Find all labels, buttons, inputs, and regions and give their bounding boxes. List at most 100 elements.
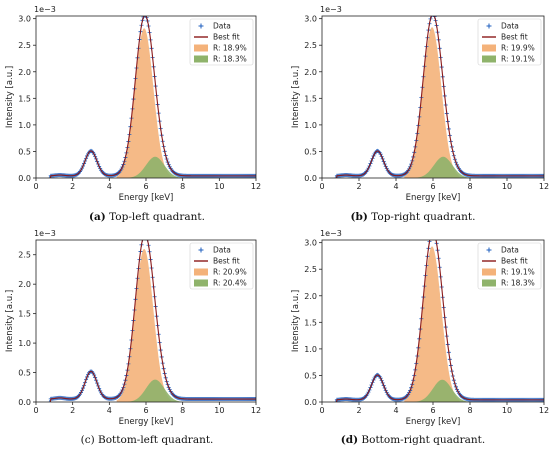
- plot-area: [333, 230, 544, 402]
- legend: Data Best fit R: 18.9% R: 18.3%: [189, 18, 254, 66]
- x-tick-label: 12: [539, 182, 549, 191]
- y-tick-label: 0.5: [18, 147, 31, 156]
- legend-marker-area: [194, 44, 208, 52]
- peak-area-1: [404, 27, 460, 178]
- y-axis-label: Intensity [a.u.]: [5, 290, 15, 352]
- x-tick-label: 10: [502, 406, 512, 415]
- x-axis-label: Energy [keV]: [406, 417, 461, 427]
- data-point: [333, 176, 338, 178]
- legend-label: Data: [213, 246, 231, 255]
- y-tick-label: 0.0: [304, 174, 317, 183]
- plot-area: [333, 16, 544, 178]
- y-tick-label: 2.5: [304, 41, 317, 50]
- y-axis-label: Intensity [a.u.]: [291, 290, 301, 352]
- peak-area-2: [414, 379, 470, 402]
- legend-marker-area: [482, 55, 496, 63]
- y-tick-label: 2.0: [18, 68, 31, 77]
- legend-marker-area: [194, 55, 208, 63]
- legend-label: R: 20.4%: [213, 279, 247, 288]
- y-tick-label: 0.5: [18, 369, 31, 378]
- best-fit-line: [335, 240, 544, 402]
- data-point: [333, 400, 338, 402]
- legend: Data Best fit R: 19.1% R: 18.3%: [477, 242, 542, 290]
- legend-marker-area: [194, 268, 208, 276]
- legend-box: [477, 242, 542, 290]
- y-tick-label: 0.5: [304, 371, 317, 380]
- x-tick-label: 12: [251, 182, 261, 191]
- y-tick-label: 1.0: [304, 345, 317, 354]
- x-tick-label: 10: [214, 406, 224, 415]
- y-tick-label: 2.5: [18, 251, 31, 260]
- peak-area-2: [415, 156, 471, 178]
- x-tick-label: 0: [319, 406, 324, 415]
- data-point: [145, 235, 149, 239]
- x-tick-label: 6: [143, 406, 148, 415]
- legend-label: Data: [213, 22, 231, 31]
- peak-area-1: [404, 246, 460, 402]
- x-tick-label: 12: [251, 406, 261, 415]
- y-tick-label: 1.5: [18, 94, 31, 103]
- x-tick-label: 2: [70, 406, 75, 415]
- panel-b: 0 2 4 6 8 10 12 0.0 0.5 1.0 1.5 2.0 2.5 3.01e−3 Energy…: [291, 5, 549, 203]
- x-axis-label: Energy [keV]: [119, 193, 174, 203]
- x-tick-label: 6: [430, 406, 435, 415]
- data-point: [434, 236, 438, 240]
- legend-label: Best fit: [501, 257, 528, 266]
- y-tick-label: 1.0: [304, 121, 317, 130]
- caption-c: (c) Bottom-left quadrant.: [80, 434, 214, 446]
- legend-label: R: 19.1%: [501, 268, 535, 277]
- data-point: [47, 400, 52, 402]
- legend-label: R: 19.9%: [501, 44, 535, 53]
- legend-marker-data: [198, 247, 204, 253]
- best-fit-line: [49, 240, 256, 402]
- legend-box: [477, 18, 542, 66]
- y-tick-label: 1.0: [18, 339, 31, 348]
- x-tick-label: 2: [70, 182, 75, 191]
- y-tick-label: 2.0: [304, 68, 317, 77]
- peak-area-2: [127, 379, 183, 402]
- legend-box: [189, 242, 254, 290]
- data-point: [431, 230, 435, 234]
- x-tick-label: 0: [319, 182, 324, 191]
- y-tick-label: 2.5: [18, 41, 31, 50]
- x-tick-label: 12: [539, 406, 549, 415]
- legend-label: Best fit: [501, 33, 528, 42]
- y-axis-label: Intensity [a.u.]: [5, 66, 15, 128]
- x-tick-label: 8: [467, 182, 472, 191]
- y-tick-label: 3.0: [18, 15, 31, 24]
- y-tick-label: 2.0: [304, 292, 317, 301]
- legend-box: [189, 18, 254, 66]
- caption-b: (b) Top-right quadrant.: [350, 211, 476, 223]
- y-tick-label: 3.0: [304, 239, 317, 248]
- data-point: [432, 230, 436, 234]
- legend-marker-area: [482, 279, 496, 287]
- y-axis-label: Intensity [a.u.]: [291, 66, 301, 128]
- x-axis-label: Energy [keV]: [406, 193, 461, 203]
- peak-area-2: [127, 156, 183, 178]
- x-tick-label: 8: [180, 406, 185, 415]
- legend-label: R: 20.9%: [213, 268, 247, 277]
- plot-area: [47, 235, 256, 402]
- legend-marker-data: [486, 247, 492, 253]
- x-tick-label: 4: [393, 182, 398, 191]
- legend-label: R: 19.1%: [501, 55, 535, 64]
- legend-marker-data: [198, 23, 204, 29]
- x-tick-label: 10: [214, 182, 224, 191]
- data-point: [430, 231, 434, 235]
- caption-d: (d) Bottom-right quadrant.: [340, 434, 486, 446]
- x-axis-label: Energy [keV]: [119, 417, 174, 427]
- plot-area: [47, 16, 256, 178]
- legend-marker-area: [482, 268, 496, 276]
- y-tick-label: 1.0: [18, 121, 31, 130]
- x-tick-label: 4: [107, 406, 112, 415]
- legend-marker-area: [194, 279, 208, 287]
- legend-marker-area: [482, 44, 496, 52]
- best-fit-line: [335, 16, 544, 178]
- x-tick-label: 6: [430, 182, 435, 191]
- data-point: [144, 16, 145, 18]
- x-tick-label: 8: [467, 406, 472, 415]
- legend-label: R: 18.9%: [213, 44, 247, 53]
- data-point: [47, 176, 52, 178]
- y-tick-label: 0.5: [304, 147, 317, 156]
